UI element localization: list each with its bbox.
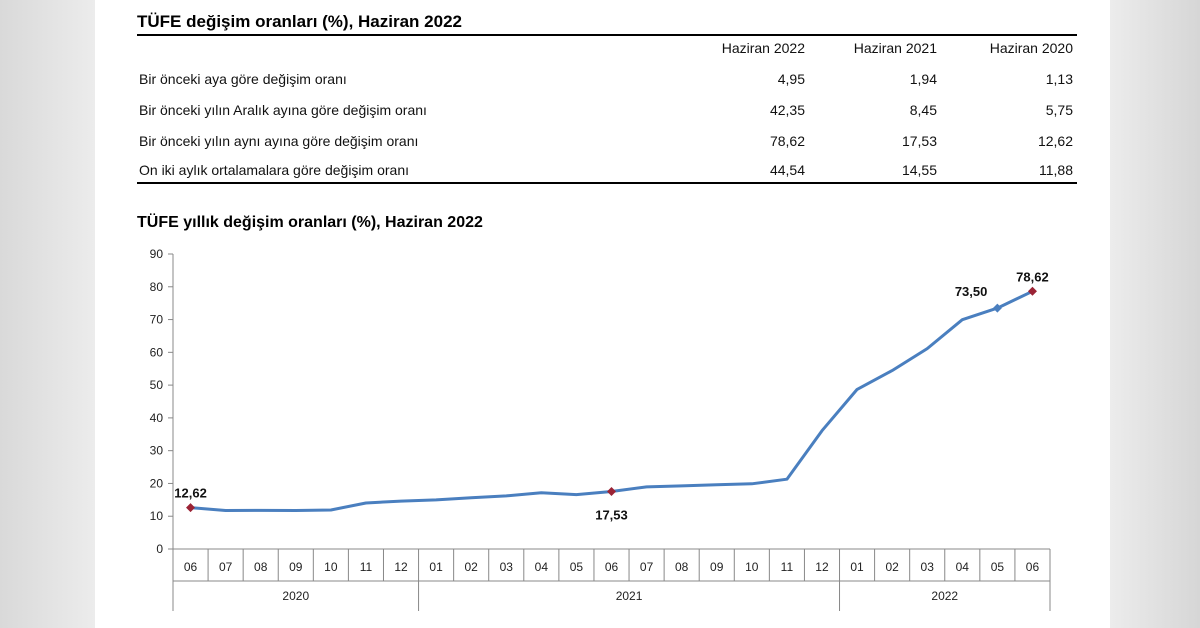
data-label: 12,62: [174, 486, 207, 501]
x-tick-label: 10: [324, 560, 338, 574]
y-tick-label: 70: [150, 313, 164, 327]
y-tick-label: 50: [150, 378, 164, 392]
y-tick-label: 90: [150, 247, 164, 261]
y-tick-label: 30: [150, 444, 164, 458]
x-tick-label: 01: [850, 560, 864, 574]
x-tick-label: 10: [745, 560, 759, 574]
table-bottom-rule: [137, 182, 1077, 184]
cell-annual-2021: 17,53: [901, 133, 937, 149]
y-tick-label: 0: [156, 542, 163, 556]
x-tick-label: 11: [360, 560, 373, 574]
x-year-label: 2022: [931, 589, 958, 603]
row-label-december: Bir önceki yılın Aralık ayına göre değiş…: [139, 102, 427, 118]
data-point-marker: [992, 303, 1002, 313]
column-header-2022: Haziran 2022: [721, 40, 805, 56]
cell-december-2021: 8,45: [909, 102, 937, 118]
y-tick-label: 80: [150, 280, 164, 294]
data-point-marker: [1027, 286, 1037, 296]
data-point-marker: [607, 487, 616, 497]
x-tick-label: 12: [394, 560, 408, 574]
y-tick-label: 10: [150, 509, 164, 523]
column-header-2021: Haziran 2021: [853, 40, 937, 56]
x-tick-label: 06: [1026, 560, 1040, 574]
column-header-2020: Haziran 2020: [989, 40, 1073, 56]
x-tick-label: 03: [500, 560, 514, 574]
y-tick-label: 60: [150, 345, 164, 359]
cell-december-2020: 5,75: [1045, 102, 1073, 118]
cell-monthly-2021: 1,94: [909, 71, 937, 87]
content-panel: TÜFE değişim oranları (%), Haziran 2022 …: [95, 0, 1110, 628]
background-right: [1110, 0, 1200, 628]
data-label: 73,50: [955, 284, 988, 299]
x-tick-label: 05: [991, 560, 1005, 574]
x-tick-label: 06: [184, 560, 198, 574]
chart-title: TÜFE yıllık değişim oranları (%), Hazira…: [137, 214, 483, 231]
data-label: 17,53: [595, 508, 628, 523]
x-tick-label: 09: [289, 560, 303, 574]
y-tick-label: 20: [150, 476, 164, 490]
cell-annual-2020: 12,62: [1037, 133, 1073, 149]
x-tick-label: 08: [254, 560, 268, 574]
x-tick-label: 04: [535, 560, 549, 574]
cell-monthly-2022: 4,95: [777, 71, 805, 87]
cell-annual-2022: 78,62: [769, 133, 805, 149]
y-tick-label: 40: [150, 411, 164, 425]
cell-twelve-month-2021: 14,55: [901, 162, 937, 178]
row-label-monthly: Bir önceki aya göre değişim oranı: [139, 71, 347, 87]
series-line: [190, 289, 1034, 512]
background-left: [0, 0, 95, 628]
x-tick-label: 06: [605, 560, 619, 574]
cell-twelve-month-2022: 44,54: [769, 162, 805, 178]
table-top-rule: [137, 34, 1077, 36]
x-tick-label: 03: [921, 560, 935, 574]
data-point-marker: [186, 503, 196, 513]
x-tick-label: 12: [815, 560, 829, 574]
table-title: TÜFE değişim oranları (%), Haziran 2022: [137, 12, 462, 31]
x-tick-label: 07: [219, 560, 233, 574]
row-label-annual: Bir önceki yılın aynı ayına göre değişim…: [139, 133, 419, 149]
x-tick-label: 05: [570, 560, 584, 574]
cell-twelve-month-2020: 11,88: [1039, 162, 1073, 178]
x-tick-label: 07: [640, 560, 654, 574]
x-tick-label: 11: [781, 560, 794, 574]
row-label-twelve-month: On iki aylık ortalamalara göre değişim o…: [139, 162, 410, 178]
x-tick-label: 02: [885, 560, 899, 574]
x-tick-label: 08: [675, 560, 689, 574]
x-tick-label: 02: [465, 560, 479, 574]
x-tick-label: 09: [710, 560, 724, 574]
cell-december-2022: 42,35: [769, 102, 805, 118]
x-year-label: 2021: [616, 589, 643, 603]
x-year-label: 2020: [282, 589, 309, 603]
x-tick-label: 04: [956, 560, 970, 574]
x-tick-label: 01: [429, 560, 443, 574]
cell-monthly-2020: 1,13: [1045, 71, 1073, 87]
data-label: 78,62: [1016, 269, 1049, 284]
